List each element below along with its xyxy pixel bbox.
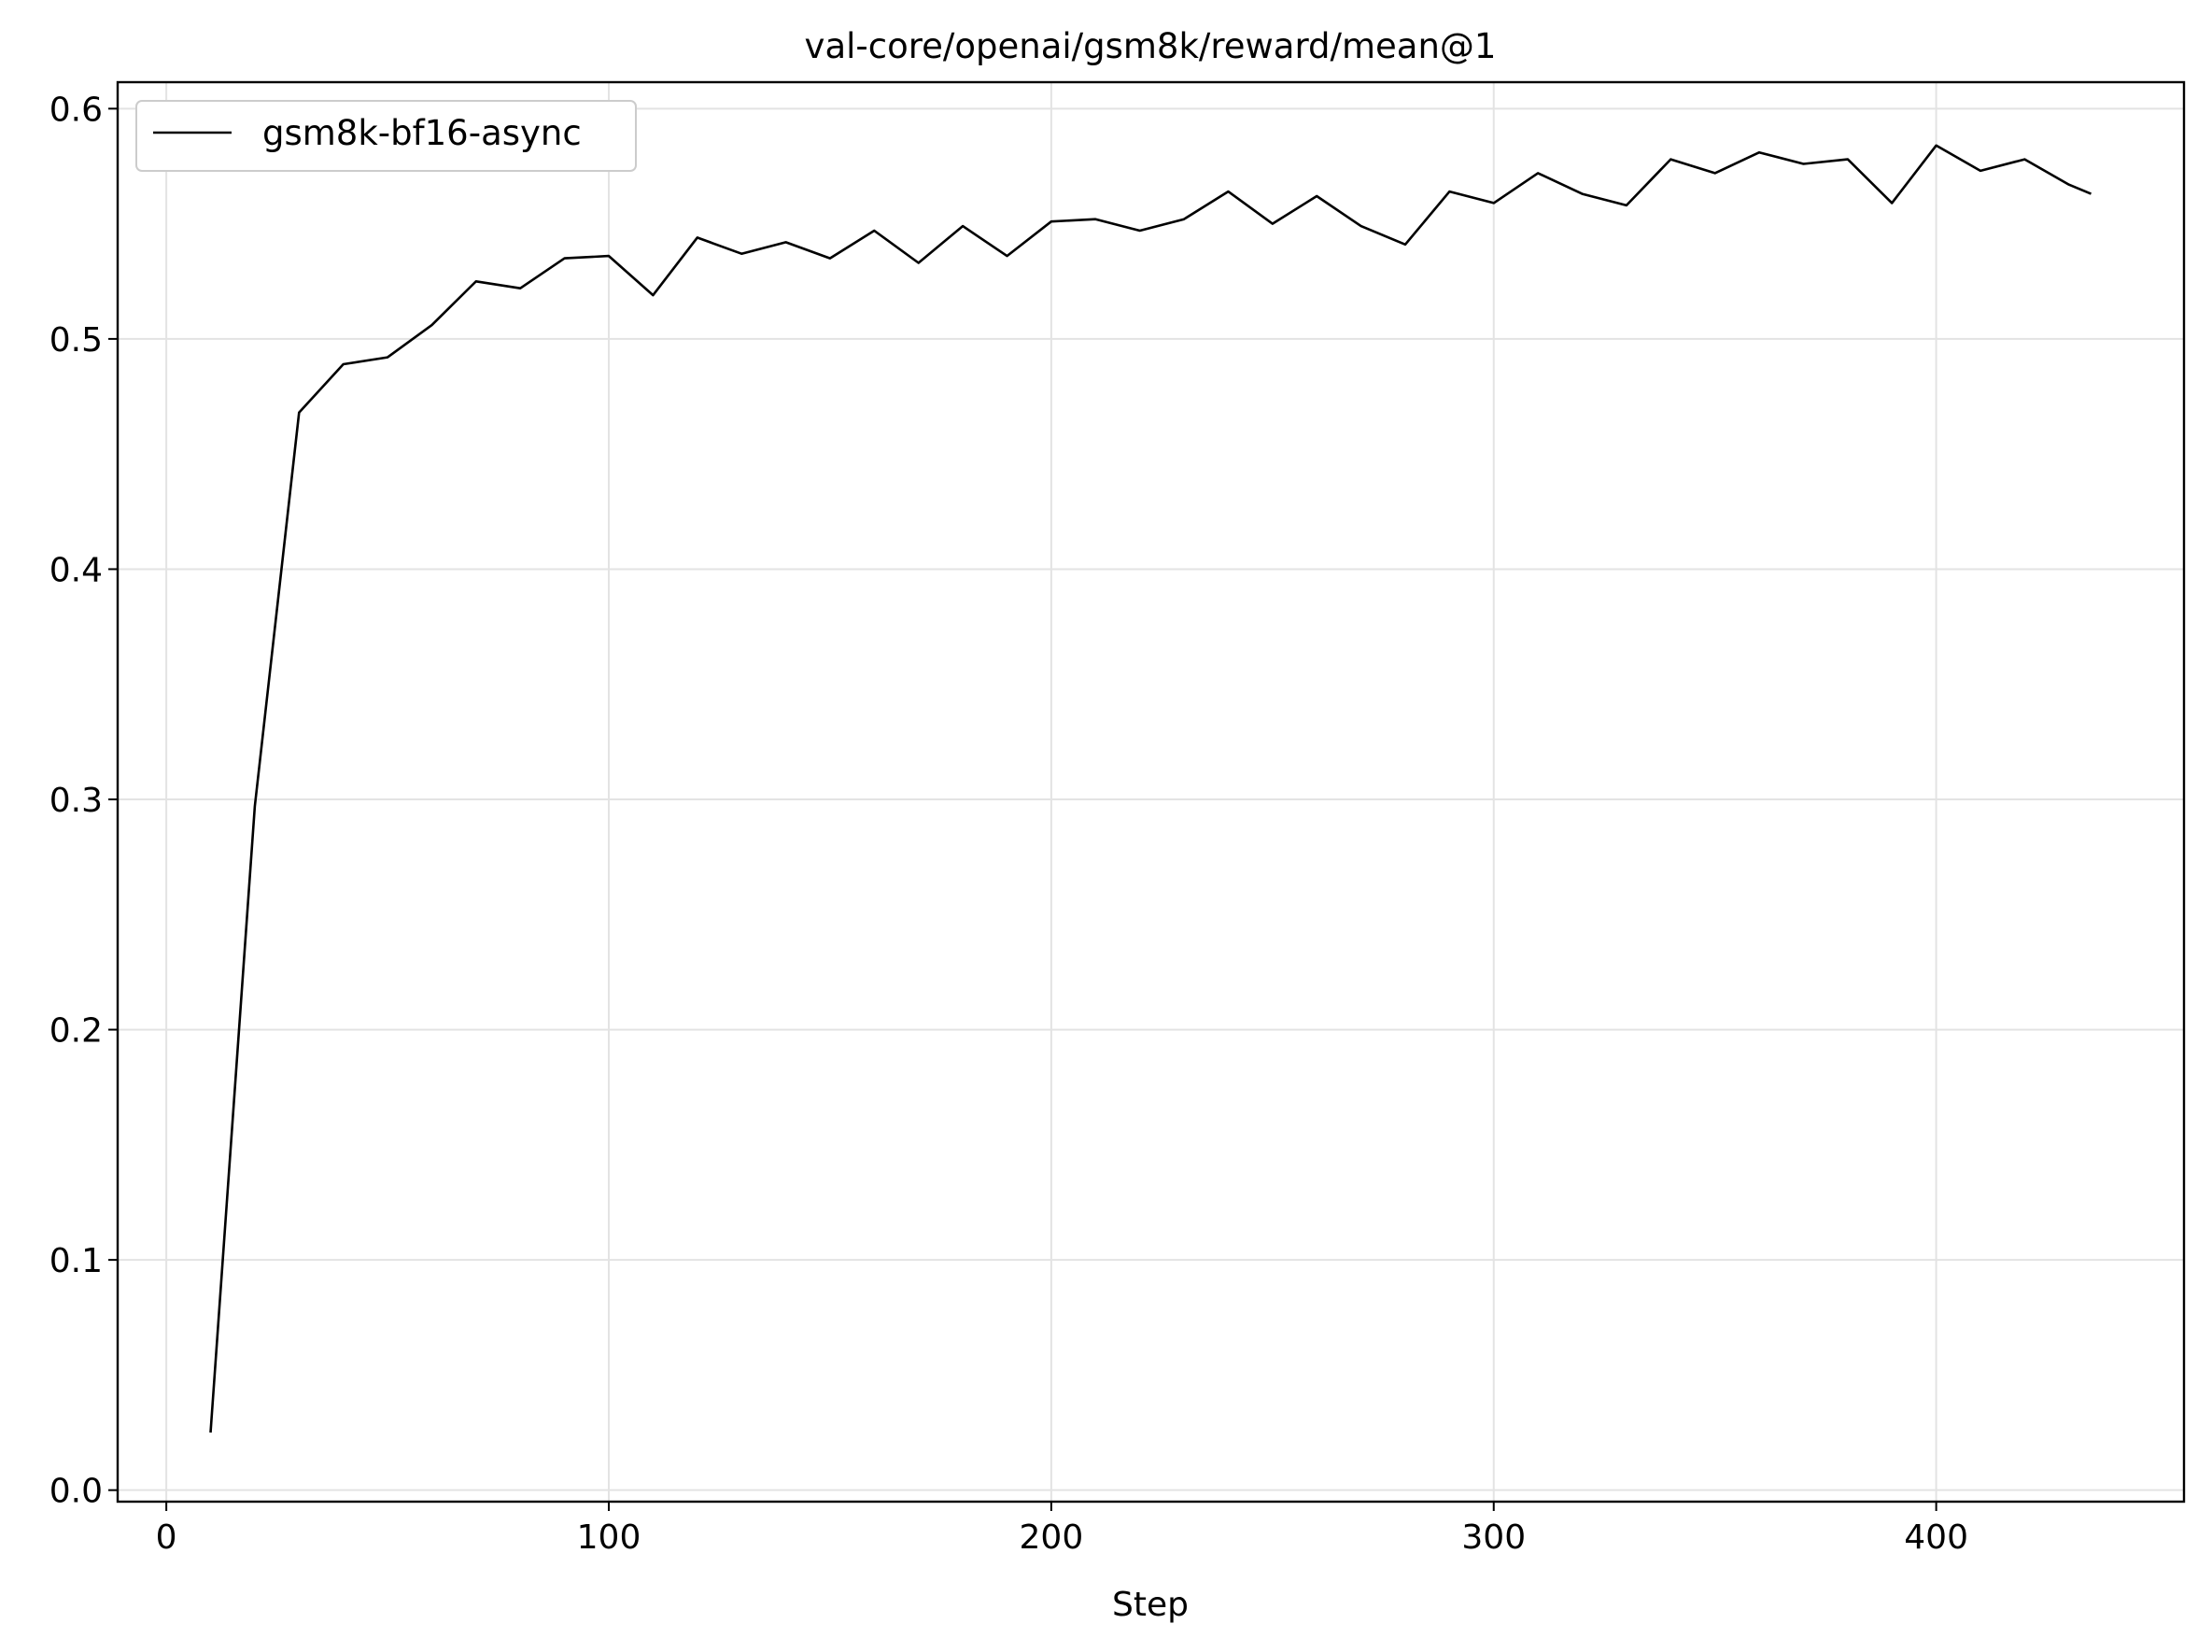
legend-box bbox=[135, 100, 637, 172]
x-tick-label: 200 bbox=[1020, 1518, 1084, 1557]
x-tick-label: 300 bbox=[1461, 1518, 1526, 1557]
chart-title: val-core/openai/gsm8k/reward/mean@1 bbox=[805, 26, 1497, 66]
x-tick-label: 100 bbox=[577, 1518, 641, 1557]
y-tick-label: 0.4 bbox=[49, 551, 103, 589]
y-tick-label: 0.0 bbox=[49, 1473, 103, 1511]
x-tick-label: 0 bbox=[156, 1518, 177, 1557]
y-tick-label: 0.6 bbox=[49, 91, 103, 129]
x-tick-label: 400 bbox=[1904, 1518, 1968, 1557]
plot-frame bbox=[116, 80, 2186, 1504]
y-tick-label: 0.5 bbox=[49, 321, 103, 360]
x-axis-ticks: 0 100 200 300 400 bbox=[156, 1502, 1968, 1557]
y-tick-label: 0.1 bbox=[49, 1242, 103, 1280]
y-tick-label: 0.2 bbox=[49, 1012, 103, 1051]
legend: gsm8k-bf16-async bbox=[135, 100, 637, 172]
y-tick-label: 0.3 bbox=[49, 782, 103, 820]
legend-label: gsm8k-bf16-async bbox=[262, 113, 582, 153]
series-line-0 bbox=[209, 144, 2092, 1433]
series-lines bbox=[209, 144, 2092, 1433]
y-axis-ticks: 0.0 0.1 0.2 0.3 0.4 0.5 0.6 bbox=[49, 91, 118, 1511]
x-axis-title: Step bbox=[1112, 1586, 1189, 1624]
